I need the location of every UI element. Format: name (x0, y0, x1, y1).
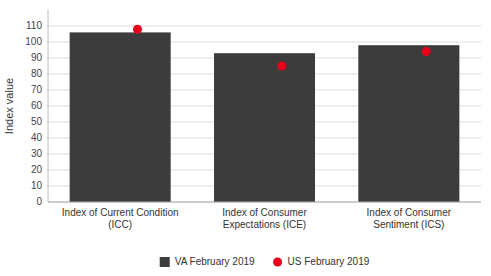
grid (48, 26, 481, 202)
y-tick-label: 80 (31, 68, 43, 79)
y-tick-label: 60 (31, 100, 43, 111)
y-tick-label: 10 (31, 180, 43, 191)
y-tick-label: 70 (31, 84, 43, 95)
y-tick-label: 20 (31, 164, 43, 175)
legend-item: VA February 2019 (160, 256, 255, 267)
bar (214, 53, 315, 202)
legend: VA February 2019 US February 2019 (160, 256, 370, 267)
dot (277, 62, 286, 71)
legend-swatch (160, 257, 170, 267)
grid-line (48, 202, 481, 203)
legend-label: US February 2019 (288, 256, 370, 267)
marks (70, 25, 460, 202)
chart: 0 10 20 30 40 50 60 70 80 90 100 110 Index value Inde… (0, 0, 491, 276)
y-tick-label: 100 (25, 36, 42, 47)
y-tick-label: 30 (31, 148, 43, 159)
x-tick-label: Index of ConsumerExpectations (ICE) (222, 207, 307, 230)
y-axis-line (48, 10, 49, 202)
dot (422, 47, 431, 56)
x-tick-label: Index of ConsumerSentiment (ICS) (367, 207, 452, 230)
grid-line (48, 26, 481, 27)
y-tick-label: 40 (31, 132, 43, 143)
y-axis-label: Index value (3, 78, 15, 134)
legend-label: VA February 2019 (175, 256, 255, 267)
y-tick-label: 0 (36, 196, 42, 207)
legend-item: US February 2019 (273, 256, 370, 267)
dot (133, 25, 142, 34)
x-tick-label: Index of Current Condition(ICC) (62, 207, 179, 230)
y-tick-label: 110 (26, 20, 42, 31)
legend-swatch (273, 258, 282, 267)
y-tick-label: 90 (31, 52, 43, 63)
bar (70, 32, 171, 202)
y-tick-label: 50 (31, 116, 43, 127)
x-axis-line (48, 202, 481, 203)
bar (358, 45, 459, 202)
